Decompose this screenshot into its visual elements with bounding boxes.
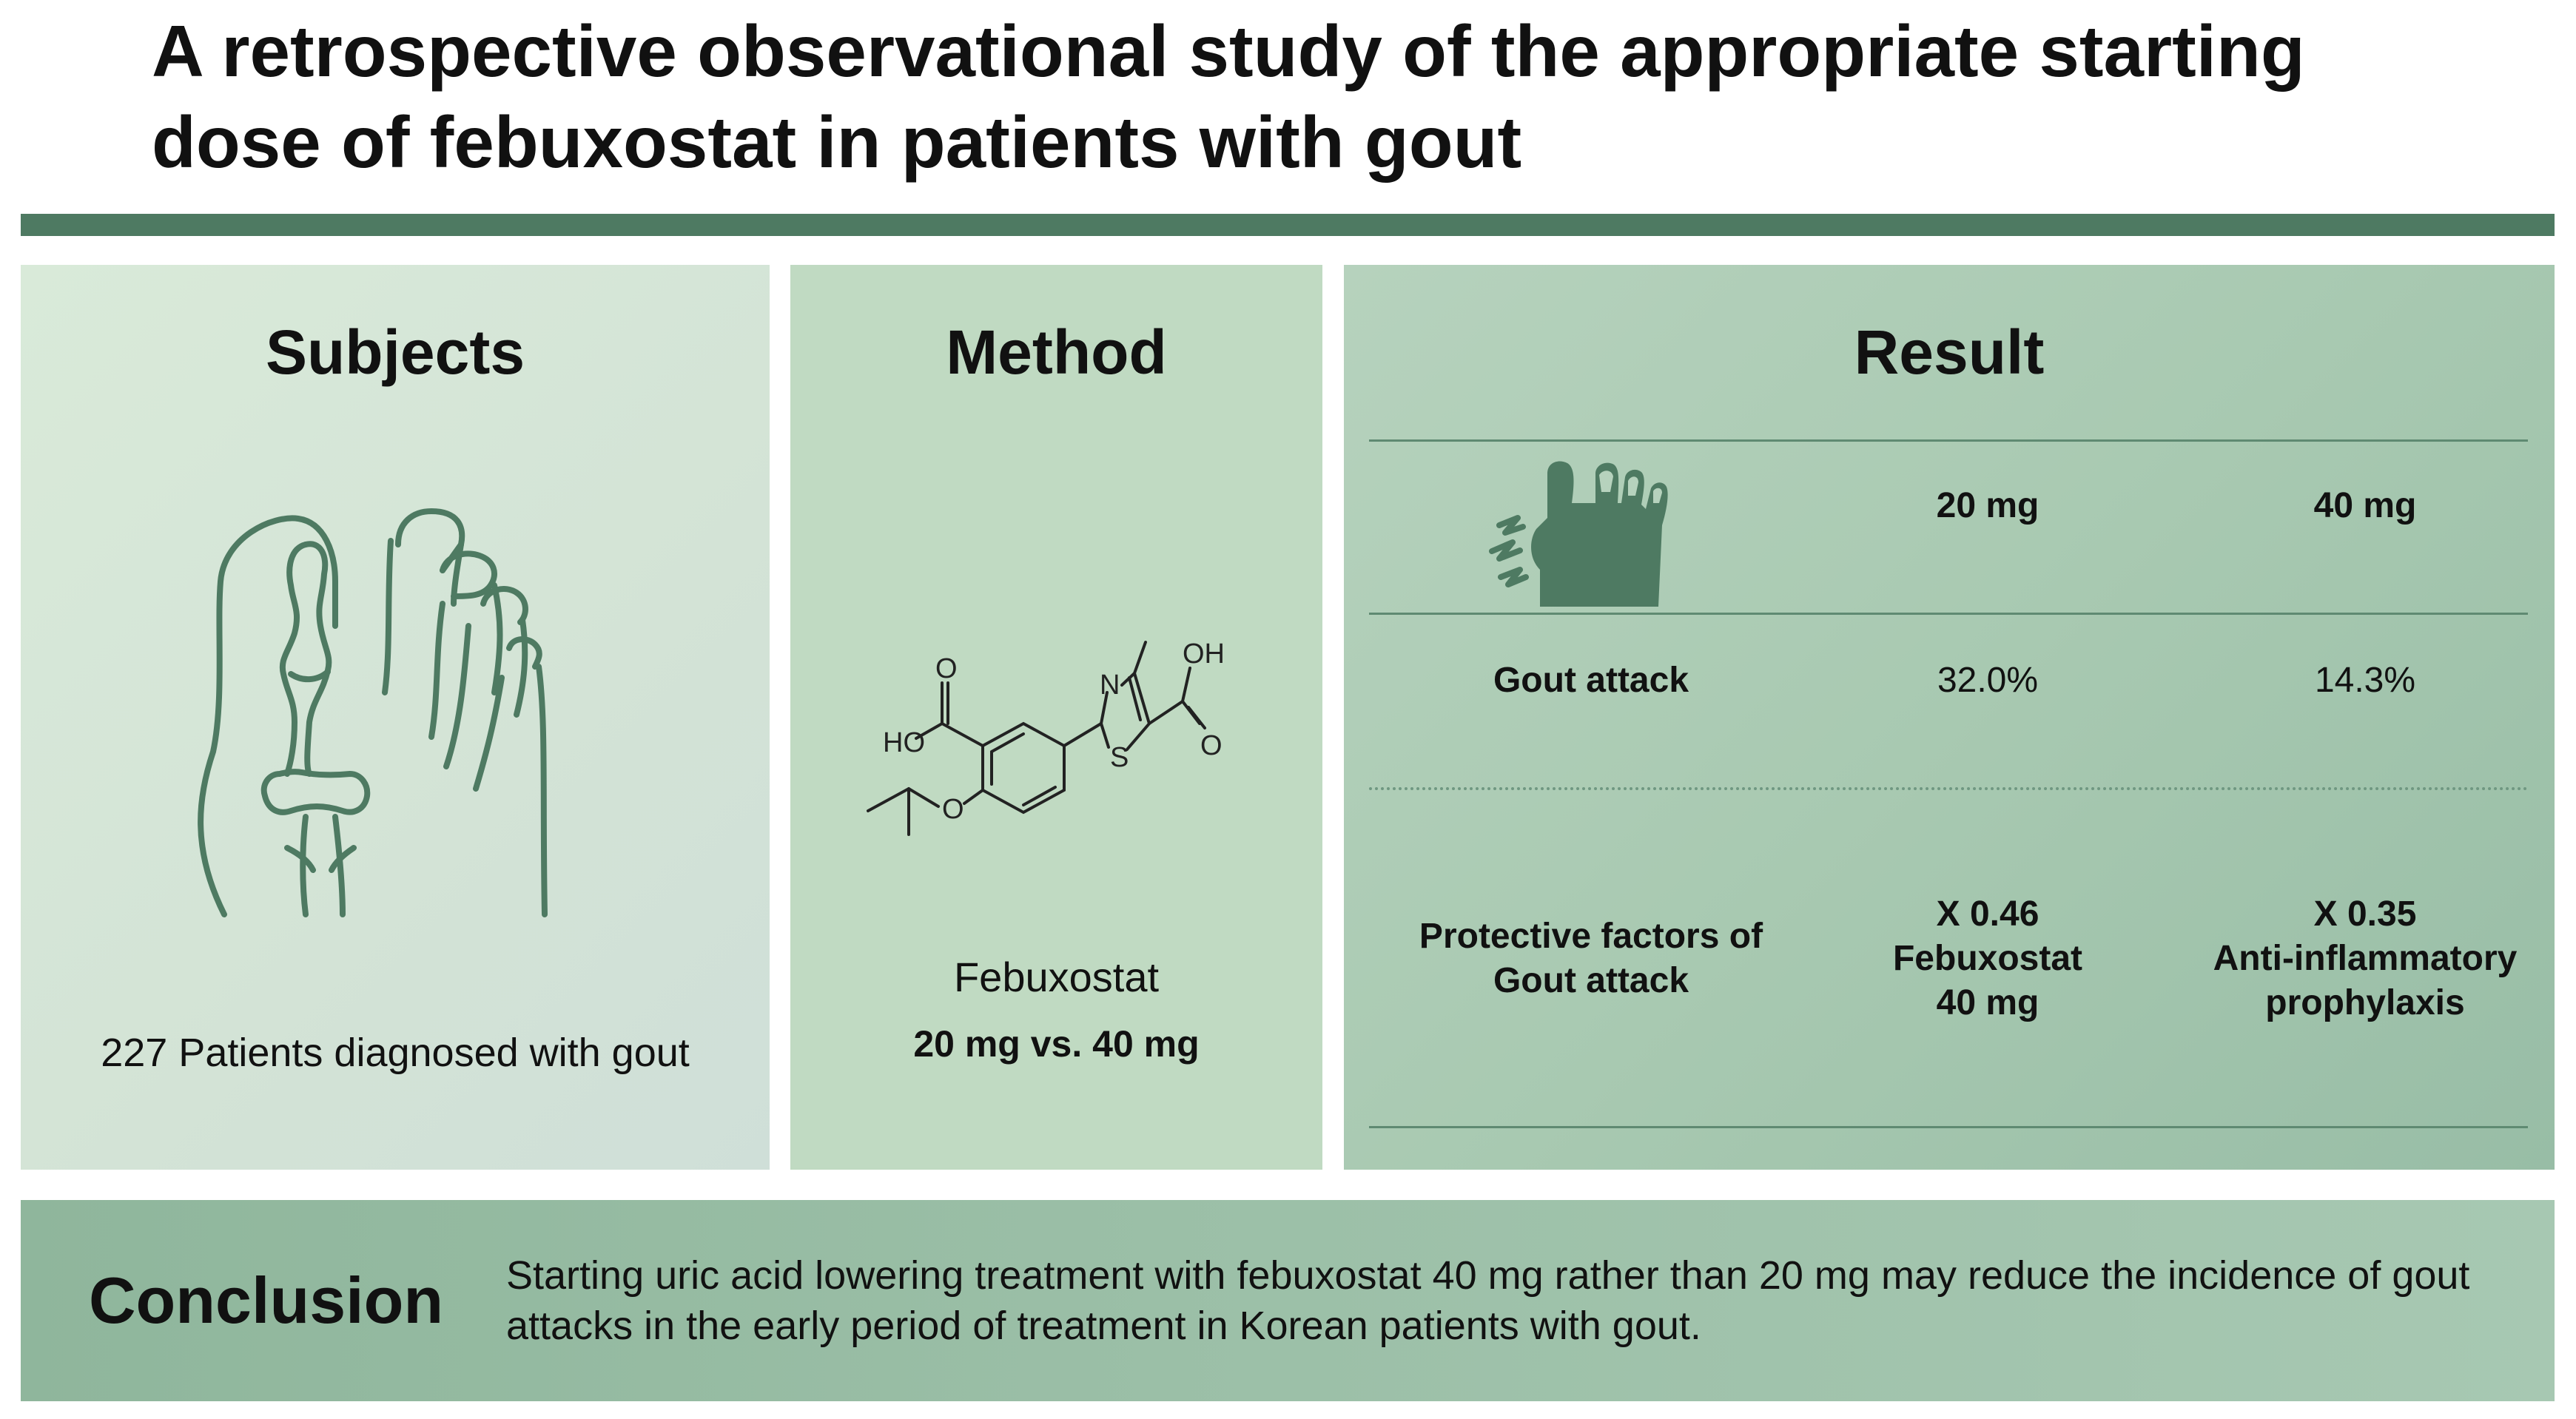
- result-row-protective-20mg: X 0.46 Febuxostat 40 mg: [1825, 892, 2150, 1025]
- protective-20-line3: 40 mg: [1936, 983, 2039, 1022]
- result-row-gout-attack-40mg: 14.3%: [2314, 661, 2416, 700]
- page-title: A retrospective observational study of t…: [152, 10, 2305, 183]
- protective-40-line3: prophylaxis: [2265, 983, 2465, 1022]
- conclusion-heading: Conclusion: [89, 1264, 444, 1337]
- method-panel: Method HO O O N S OH O Febuxostat 20 mg …: [790, 265, 1322, 1170]
- protective-label-line2: Gout attack: [1493, 961, 1689, 1000]
- result-row-gout-attack-label: Gout attack: [1493, 661, 1689, 700]
- result-row-protective-label: Protective factors of Gout attack: [1369, 914, 1813, 1003]
- title-divider: [21, 214, 2555, 236]
- protective-20-line1: X 0.46: [1936, 894, 2039, 934]
- result-dotted-divider: [1369, 787, 2528, 790]
- mol-n: N: [1100, 670, 1120, 701]
- drug-name: Febuxostat: [953, 954, 1160, 1000]
- mol-ho: HO: [883, 727, 925, 758]
- result-heading: Result: [1854, 317, 2045, 387]
- febuxostat-structure: HO O O N S OH O: [867, 638, 1225, 836]
- subjects-panel: Subjects 227 Patients diagnosed with gou…: [21, 265, 770, 1170]
- drug-doses: 20 mg vs. 40 mg: [913, 1023, 1200, 1065]
- result-top-rule: [1369, 439, 2528, 442]
- result-row-protective-40mg: X 0.35 Anti-inflammatory prophylaxis: [2173, 892, 2557, 1025]
- subjects-caption: 227 Patients diagnosed with gout: [101, 1031, 690, 1075]
- mol-o-right: O: [1200, 730, 1223, 761]
- mol-o-ether: O: [942, 794, 964, 825]
- protective-40-line1: X 0.35: [2313, 894, 2417, 934]
- result-header-rule: [1369, 613, 2528, 615]
- conclusion-text: Starting uric acid lowering treatment wi…: [506, 1253, 2470, 1348]
- foot-bone-icon: [198, 508, 548, 917]
- mol-oh: OH: [1183, 638, 1225, 670]
- result-bottom-rule: [1369, 1126, 2528, 1128]
- result-panel: Result 20 mg 40 mg Gout attack 32.0% 14.…: [1344, 265, 2555, 1170]
- mol-o-top: O: [935, 653, 958, 684]
- painful-toe-icon: [1489, 461, 1668, 607]
- result-col-20mg: 20 mg: [1936, 486, 2039, 525]
- conclusion-panel: Conclusion Starting uric acid lowering t…: [21, 1200, 2555, 1401]
- protective-label-line1: Protective factors of: [1419, 917, 1763, 956]
- subjects-heading: Subjects: [265, 317, 525, 387]
- method-heading: Method: [946, 317, 1167, 387]
- result-col-40mg: 40 mg: [2313, 486, 2417, 525]
- protective-20-line2: Febuxostat: [1892, 939, 2083, 978]
- mol-s: S: [1110, 742, 1129, 773]
- result-row-gout-attack-20mg: 32.0%: [1937, 661, 2039, 700]
- protective-40-line2: Anti-inflammatory: [2213, 939, 2518, 978]
